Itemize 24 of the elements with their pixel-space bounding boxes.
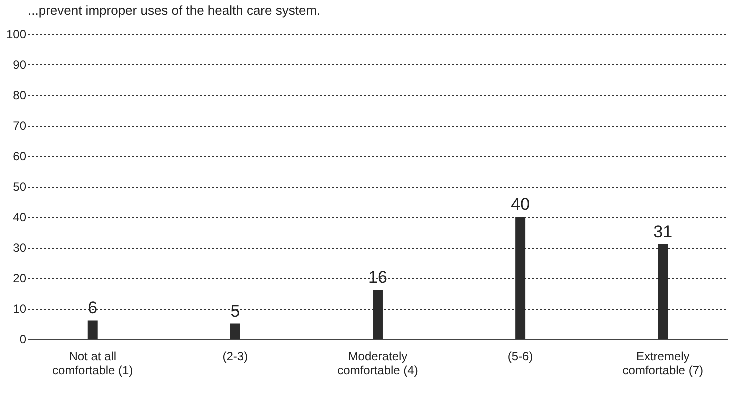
x-tick-label: Extremely comfortable (7) xyxy=(622,350,704,378)
data-label: 6 xyxy=(88,298,98,318)
chart-title: ...prevent improper uses of the health care system. xyxy=(28,3,321,18)
y-tick-label: 20 xyxy=(13,272,27,286)
y-tick-label: 40 xyxy=(13,210,27,224)
data-label: 16 xyxy=(368,268,388,288)
x-tick-label: (5-6) xyxy=(508,350,534,364)
data-label: 5 xyxy=(230,302,240,321)
y-tick-label: 0 xyxy=(20,332,27,346)
data-label: 40 xyxy=(511,195,530,214)
y-tick-label: 10 xyxy=(13,302,27,316)
y-tick-label: 50 xyxy=(13,180,27,194)
y-tick-label: 60 xyxy=(13,150,27,164)
bar xyxy=(88,320,98,339)
x-tick-label: (2-3) xyxy=(222,350,248,364)
bar xyxy=(230,324,240,339)
data-label: 31 xyxy=(654,222,673,242)
y-tick-label: 30 xyxy=(13,241,27,255)
y-tick-label: 90 xyxy=(13,58,27,72)
x-tick-label: Not at all comfortable (1) xyxy=(52,350,134,378)
y-tick-label: 70 xyxy=(13,119,27,133)
y-tick-label: 80 xyxy=(13,88,27,102)
x-tick-label: Moderately comfortable (4) xyxy=(338,350,418,378)
y-tick-label: 100 xyxy=(6,28,27,42)
